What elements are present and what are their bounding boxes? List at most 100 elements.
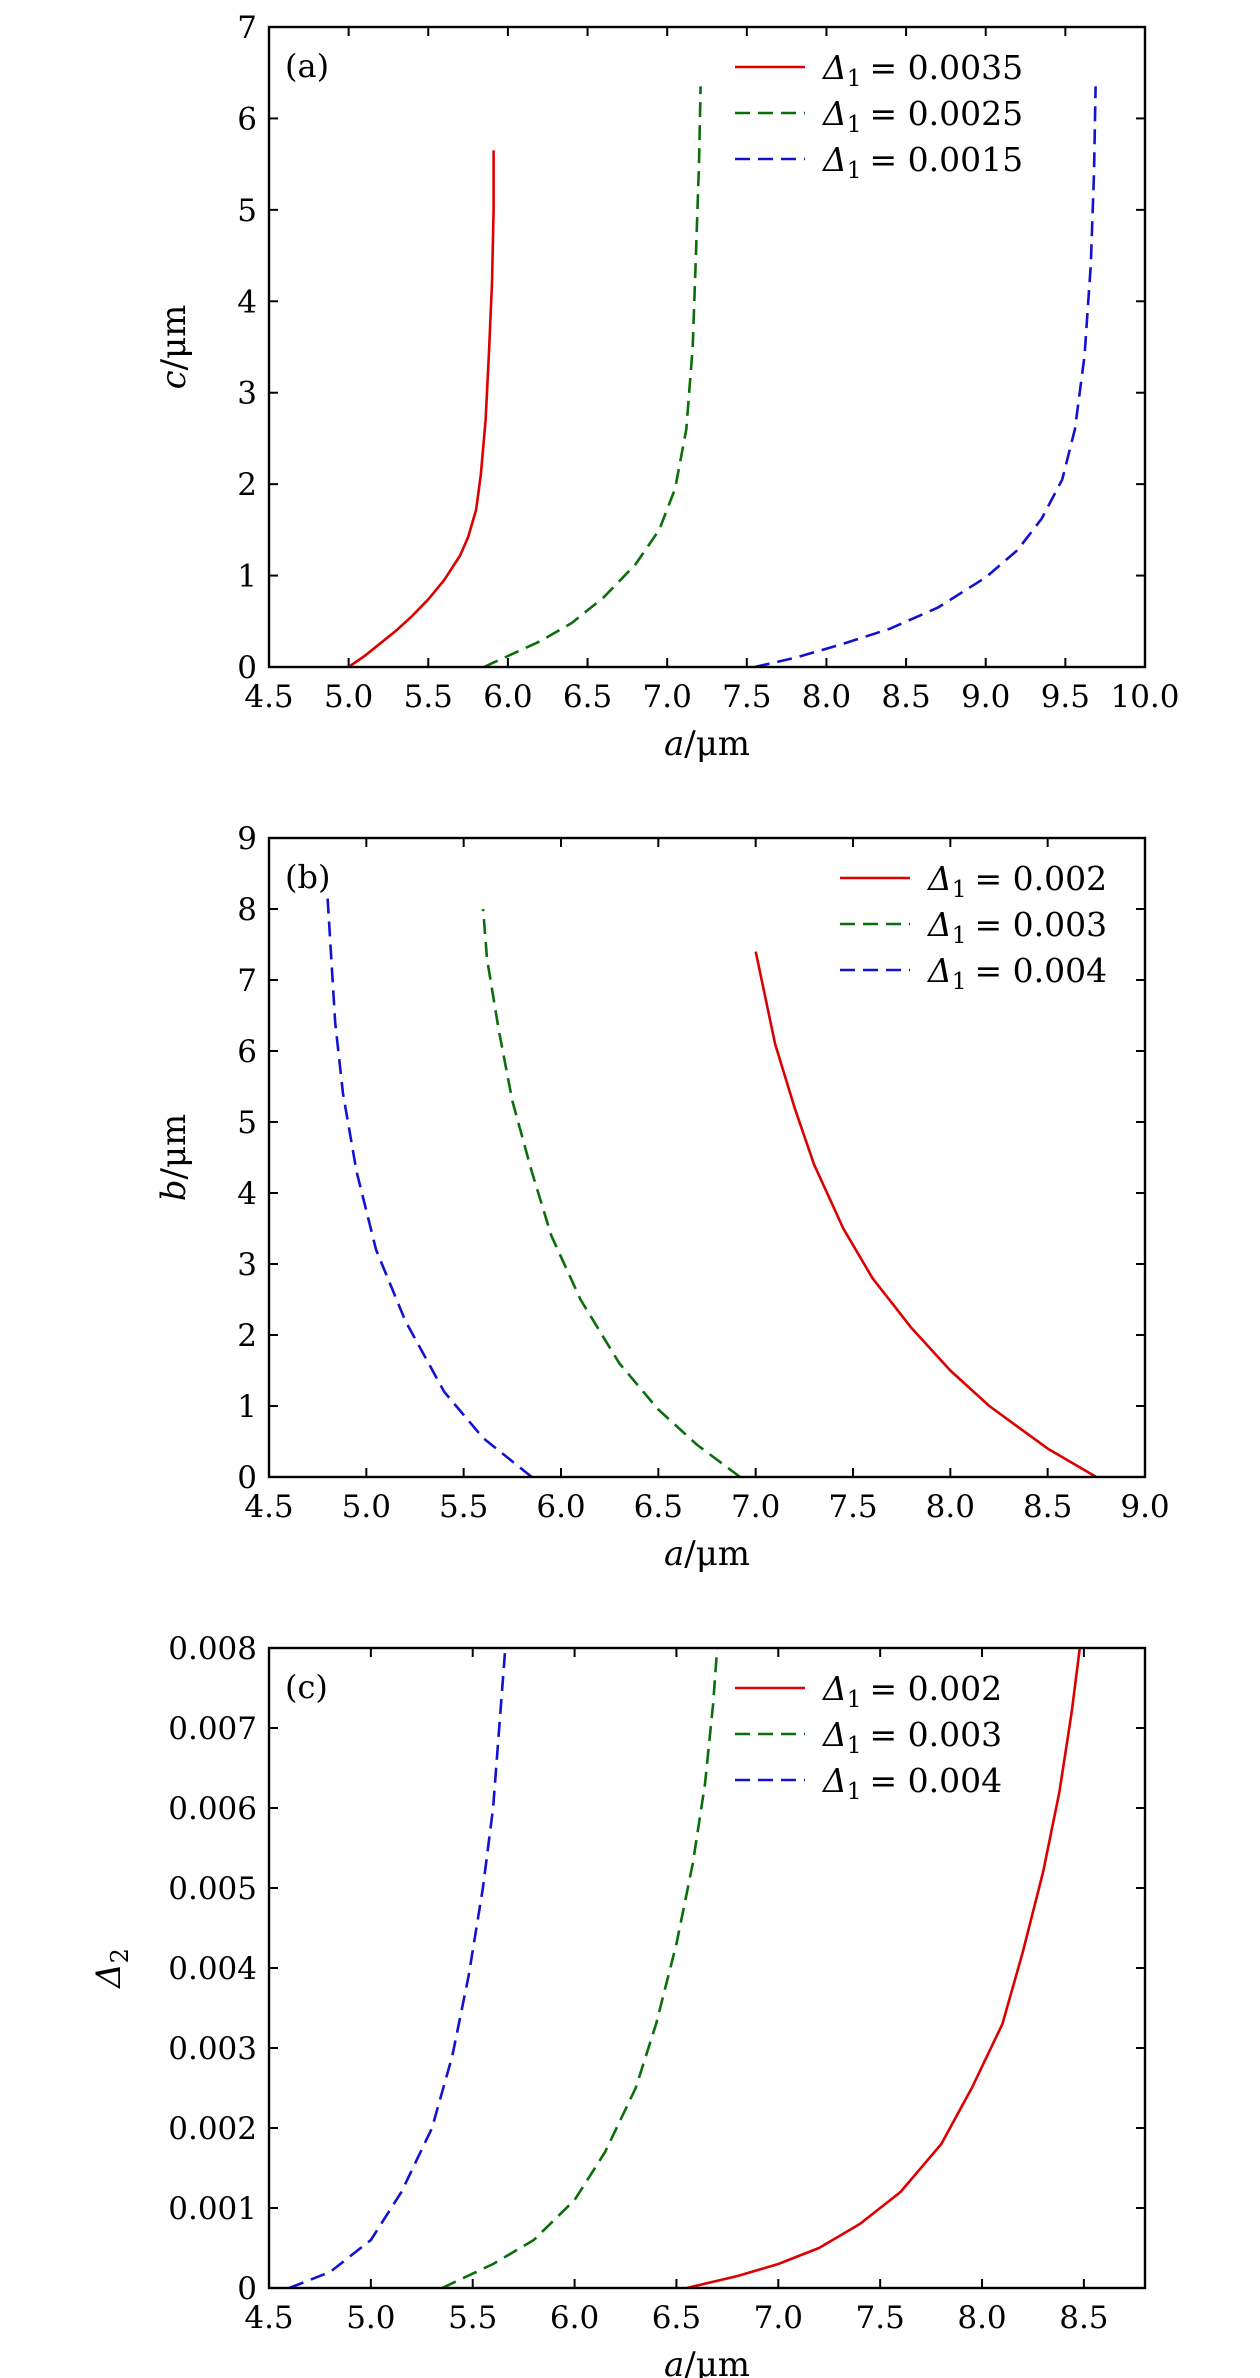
series-line-green [483, 86, 702, 669]
x-tick-label: 8.5 [1023, 1489, 1072, 1525]
legend-value: = 0.004 [869, 1761, 1002, 1800]
series-line-blue [288, 1647, 507, 2290]
panel-label: (a) [285, 47, 329, 85]
legend-subscript: 1 [847, 1687, 862, 1713]
x-tick-label: 5.5 [439, 1489, 488, 1525]
panel-label: (b) [285, 858, 330, 896]
y-axis-var: b [154, 1180, 194, 1202]
x-tick-label: 9.5 [1041, 679, 1090, 715]
panel-b: 4.5 5.0 5.5 6.0 6.5 7.0 7.5 8.0 8.5 9.0 0 1 2 3 4 5 6 7 8 9… [154, 821, 1170, 1574]
legend-symbol: Δ [821, 1669, 847, 1708]
y-tick-label: 2 [237, 1318, 257, 1354]
legend-entry: Δ1 = 0.003 [821, 1715, 1002, 1759]
plot-frame [267, 836, 1147, 1479]
x-axis-label: a/μm [664, 724, 750, 764]
x-tick-label: 7.0 [754, 2300, 803, 2336]
x-tick-label: 6.5 [634, 1489, 683, 1525]
x-tick-label: 8.0 [957, 2300, 1006, 2336]
x-tick-label: 5.5 [404, 679, 453, 715]
x-tick-label: 10.0 [1110, 679, 1179, 715]
y-axis-label: b/μm [154, 1114, 194, 1202]
legend-subscript: 1 [952, 969, 967, 995]
x-tick-label: 8.5 [1059, 2300, 1108, 2336]
y-tick-label: 8 [237, 892, 257, 928]
x-tick-label: 7.0 [731, 1489, 780, 1525]
y-tick-label: 0.001 [168, 2191, 257, 2227]
x-axis-var: a [664, 724, 684, 764]
series-line-blue [754, 86, 1097, 669]
x-axis-label: a/μm [664, 2345, 750, 2378]
legend-value: = 0.003 [869, 1715, 1002, 1754]
y-tick-label: 0 [237, 1460, 257, 1496]
plot-frame [267, 25, 1147, 669]
y-tick-label: 7 [237, 10, 257, 46]
x-axis-label: a/μm [664, 1534, 750, 1574]
y-axis-var: Δ [89, 1963, 129, 1990]
series-line-blue [326, 894, 533, 1479]
y-tick-label: 1 [237, 559, 257, 595]
legend-subscript: 1 [847, 1733, 862, 1759]
x-tick-label: 5.0 [324, 679, 373, 715]
x-tick-label: 4.5 [244, 679, 293, 715]
series-line-red [347, 150, 495, 669]
legend-symbol: Δ [821, 48, 847, 87]
y-tick-label: 0.007 [168, 1711, 257, 1747]
legend-entry: Δ1 = 0.002 [926, 859, 1107, 903]
y-axis-label: Δ2 [89, 1948, 134, 1990]
x-tick-label: 4.5 [244, 2300, 293, 2336]
legend-subscript: 1 [952, 877, 967, 903]
y-tick-label: 4 [237, 284, 257, 320]
legend-symbol: Δ [821, 1715, 847, 1754]
legend-subscript: 1 [847, 66, 862, 92]
legend-entry: Δ1 = 0.004 [821, 1761, 1002, 1805]
x-tick-label: 5.0 [346, 2300, 395, 2336]
ticks: 4.5 5.0 5.5 6.0 6.5 7.0 7.5 8.0 8.5 9.0 9.5 10.0 0 1 2… [237, 10, 1179, 715]
legend-symbol: Δ [926, 905, 952, 944]
legend-entry: Δ1 = 0.003 [926, 905, 1107, 949]
legend-entry: Δ1 = 0.002 [821, 1669, 1002, 1713]
y-tick-label: 5 [237, 1105, 257, 1141]
y-axis-unit: /μm [154, 1114, 194, 1180]
y-tick-label: 9 [237, 821, 257, 857]
y-tick-label: 0.003 [168, 2031, 257, 2067]
panel-a: 4.5 5.0 5.5 6.0 6.5 7.0 7.5 8.0 8.5 9.0 9.5 10.0 0 1 2… [154, 10, 1180, 764]
ticks: 4.5 5.0 5.5 6.0 6.5 7.0 7.5 8.0 8.5 0 0.001 0.002 0.… [168, 1631, 1145, 2336]
y-tick-label: 2 [237, 467, 257, 503]
y-tick-label: 0 [237, 650, 257, 686]
x-tick-label: 9.0 [1120, 1489, 1169, 1525]
x-tick-label: 6.0 [550, 2300, 599, 2336]
legend-entry: Δ1 = 0.004 [926, 951, 1107, 995]
y-tick-label: 5 [237, 193, 257, 229]
y-tick-label: 3 [237, 1247, 257, 1283]
x-tick-label: 8.0 [926, 1489, 975, 1525]
legend-value: = 0.002 [869, 1669, 1002, 1708]
y-tick-label: 6 [237, 1034, 257, 1070]
y-axis-unit: /μm [154, 305, 194, 371]
x-tick-label: 6.0 [483, 679, 532, 715]
series-line-green [481, 908, 741, 1479]
x-axis-var: a [664, 2345, 684, 2378]
x-axis-unit: /μm [684, 1534, 750, 1574]
legend-entry: Δ1 = 0.0015 [821, 140, 1023, 184]
x-axis-var: a [664, 1534, 684, 1574]
legend-symbol: Δ [821, 94, 847, 133]
legend-value: = 0.004 [974, 951, 1107, 990]
legend-entry: Δ1 = 0.0035 [821, 48, 1023, 92]
x-tick-label: 7.5 [856, 2300, 905, 2336]
x-tick-label: 6.0 [536, 1489, 585, 1525]
legend-value: = 0.002 [974, 859, 1107, 898]
legend-value: = 0.0025 [869, 94, 1023, 133]
y-tick-label: 3 [237, 376, 257, 412]
x-tick-label: 9.0 [961, 679, 1010, 715]
y-tick-label: 0.002 [168, 2111, 257, 2147]
legend-symbol: Δ [821, 1761, 847, 1800]
legend-value: = 0.0035 [869, 48, 1023, 87]
y-tick-label: 4 [237, 1176, 257, 1212]
legend-value: = 0.0015 [869, 140, 1023, 179]
panel-c: 4.5 5.0 5.5 6.0 6.5 7.0 7.5 8.0 8.5 0 0.001 0.002 0.… [89, 1631, 1147, 2378]
series-line-red [754, 951, 1097, 1479]
x-tick-label: 7.5 [828, 1489, 877, 1525]
